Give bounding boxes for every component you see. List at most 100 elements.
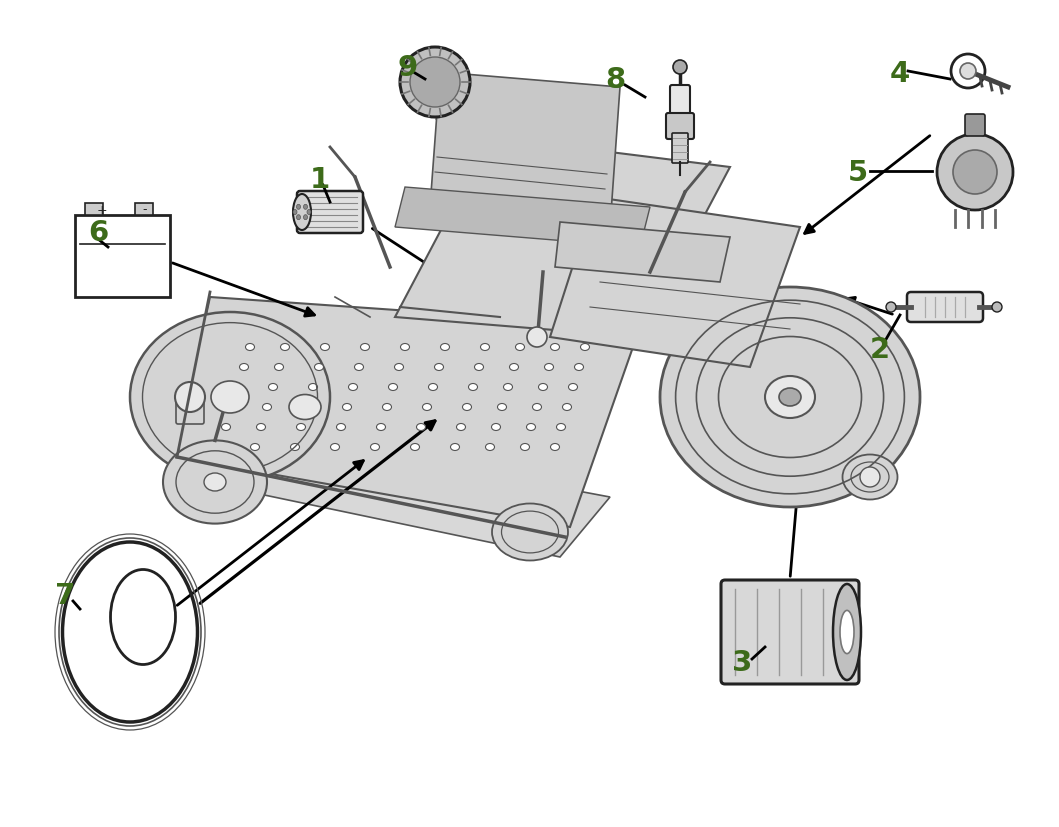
FancyBboxPatch shape xyxy=(721,581,859,684)
Ellipse shape xyxy=(163,441,267,524)
Ellipse shape xyxy=(580,344,590,351)
Ellipse shape xyxy=(544,364,554,371)
Ellipse shape xyxy=(304,216,307,221)
Ellipse shape xyxy=(289,395,321,420)
Ellipse shape xyxy=(297,216,301,221)
Ellipse shape xyxy=(569,384,577,391)
Ellipse shape xyxy=(304,205,307,210)
Ellipse shape xyxy=(551,444,559,451)
FancyBboxPatch shape xyxy=(907,293,983,323)
Ellipse shape xyxy=(251,444,259,451)
Ellipse shape xyxy=(833,585,861,680)
FancyBboxPatch shape xyxy=(75,216,170,298)
Ellipse shape xyxy=(371,444,379,451)
Circle shape xyxy=(400,48,470,118)
Circle shape xyxy=(937,135,1013,211)
Text: 3: 3 xyxy=(732,648,752,676)
Ellipse shape xyxy=(274,364,284,371)
Ellipse shape xyxy=(400,344,410,351)
Ellipse shape xyxy=(348,384,358,391)
Text: 8: 8 xyxy=(605,66,625,94)
Text: +: + xyxy=(96,203,107,216)
Ellipse shape xyxy=(481,344,489,351)
Text: -: - xyxy=(143,203,147,216)
Text: 4: 4 xyxy=(890,60,910,88)
Polygon shape xyxy=(250,437,610,557)
Ellipse shape xyxy=(556,424,566,431)
Polygon shape xyxy=(395,138,730,337)
Polygon shape xyxy=(550,198,800,367)
Text: 7: 7 xyxy=(55,581,75,609)
Ellipse shape xyxy=(269,384,277,391)
Ellipse shape xyxy=(246,344,254,351)
Ellipse shape xyxy=(468,384,478,391)
Ellipse shape xyxy=(228,404,236,411)
Ellipse shape xyxy=(360,344,370,351)
Ellipse shape xyxy=(263,404,271,411)
Ellipse shape xyxy=(779,389,801,407)
Ellipse shape xyxy=(303,404,311,411)
Ellipse shape xyxy=(293,195,311,231)
Ellipse shape xyxy=(130,313,330,482)
Text: 5: 5 xyxy=(848,159,868,187)
Ellipse shape xyxy=(297,424,305,431)
Polygon shape xyxy=(175,298,640,528)
Ellipse shape xyxy=(389,384,397,391)
Ellipse shape xyxy=(355,364,363,371)
Ellipse shape xyxy=(297,205,301,210)
Polygon shape xyxy=(395,188,650,248)
Ellipse shape xyxy=(574,364,584,371)
Circle shape xyxy=(860,467,880,487)
Circle shape xyxy=(961,64,976,80)
Ellipse shape xyxy=(256,424,266,431)
Circle shape xyxy=(175,383,205,413)
Polygon shape xyxy=(430,73,620,227)
Ellipse shape xyxy=(474,364,484,371)
Ellipse shape xyxy=(382,404,392,411)
Ellipse shape xyxy=(290,444,300,451)
Ellipse shape xyxy=(551,344,559,351)
Ellipse shape xyxy=(337,424,345,431)
Ellipse shape xyxy=(456,424,466,431)
Ellipse shape xyxy=(533,404,541,411)
Text: 6: 6 xyxy=(88,218,108,246)
Ellipse shape xyxy=(509,364,519,371)
FancyBboxPatch shape xyxy=(134,203,152,216)
FancyBboxPatch shape xyxy=(297,192,363,234)
Ellipse shape xyxy=(538,384,548,391)
Ellipse shape xyxy=(377,424,385,431)
Ellipse shape xyxy=(765,376,815,418)
Text: 2: 2 xyxy=(869,336,890,364)
Ellipse shape xyxy=(526,424,536,431)
Text: 9: 9 xyxy=(398,54,418,82)
Ellipse shape xyxy=(521,444,530,451)
FancyBboxPatch shape xyxy=(672,134,688,164)
Ellipse shape xyxy=(491,424,501,431)
Ellipse shape xyxy=(463,404,471,411)
Ellipse shape xyxy=(211,381,249,414)
Ellipse shape xyxy=(434,364,444,371)
Ellipse shape xyxy=(293,210,297,215)
Ellipse shape xyxy=(843,455,897,500)
Ellipse shape xyxy=(395,364,403,371)
Ellipse shape xyxy=(215,444,225,451)
Ellipse shape xyxy=(416,424,426,431)
Circle shape xyxy=(886,303,896,313)
Ellipse shape xyxy=(492,504,568,561)
Ellipse shape xyxy=(450,444,460,451)
Ellipse shape xyxy=(485,444,495,451)
Ellipse shape xyxy=(321,344,329,351)
Ellipse shape xyxy=(562,404,572,411)
Ellipse shape xyxy=(233,384,243,391)
Text: 1: 1 xyxy=(310,165,330,194)
Circle shape xyxy=(992,303,1002,313)
FancyBboxPatch shape xyxy=(666,114,694,140)
Circle shape xyxy=(674,61,687,75)
Ellipse shape xyxy=(221,424,231,431)
Polygon shape xyxy=(555,222,730,283)
FancyBboxPatch shape xyxy=(176,393,204,424)
Circle shape xyxy=(410,58,460,108)
Ellipse shape xyxy=(204,473,226,491)
Ellipse shape xyxy=(308,384,318,391)
Ellipse shape xyxy=(516,344,524,351)
